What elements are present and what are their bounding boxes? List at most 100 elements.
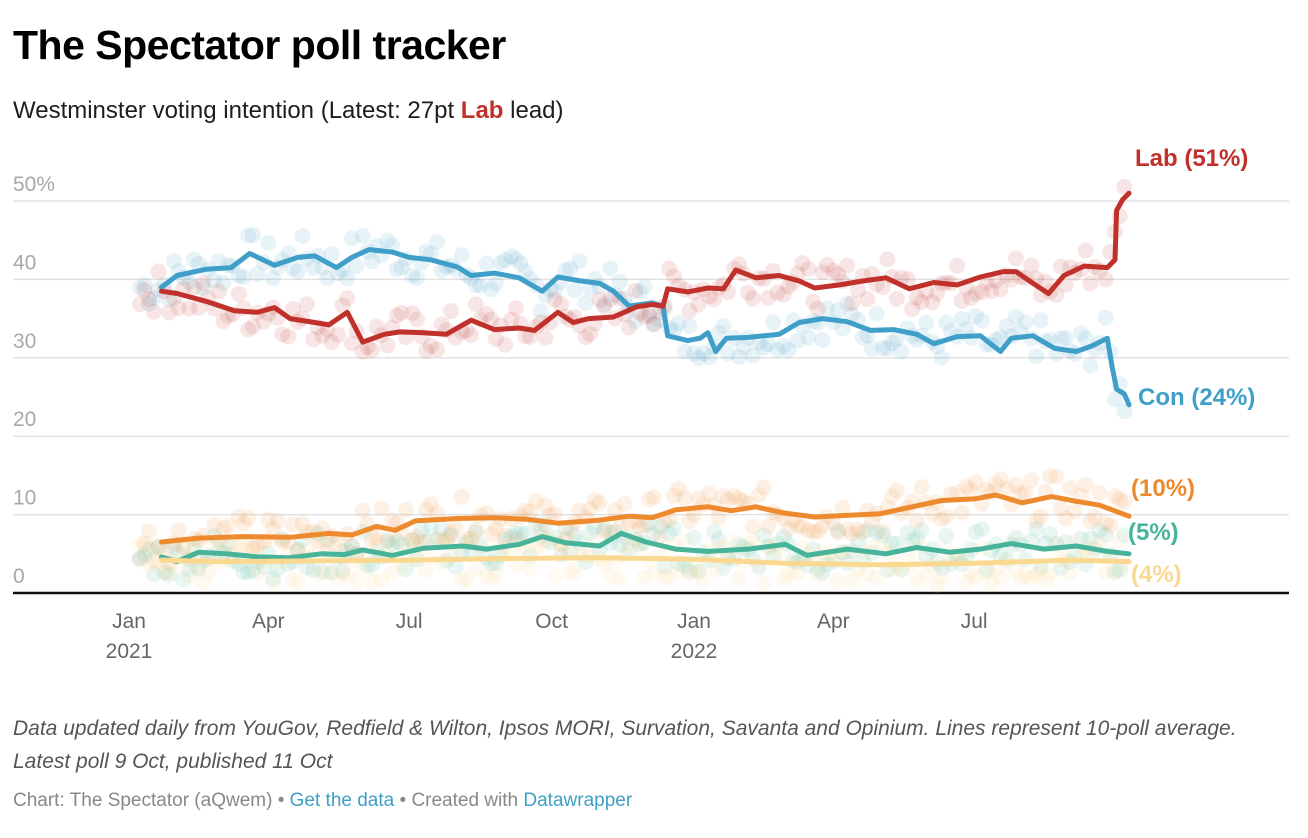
poll-dot-green — [384, 535, 401, 552]
poll-dot-lib-dem — [1042, 468, 1059, 485]
poll-dot-green — [393, 536, 410, 553]
poll-dot-lib-dem — [562, 521, 579, 538]
chart-notes: Data updated daily from YouGov, Redfield… — [13, 717, 1237, 773]
poll-dot-reform — [918, 567, 935, 584]
poll-dot-reform — [206, 537, 223, 554]
poll-dot-con — [210, 252, 227, 269]
poll-dot-lib-dem — [665, 487, 682, 504]
poll-dot-lab — [379, 337, 396, 354]
poll-dot-lib-dem — [800, 522, 817, 539]
poll-dot-lib-dem — [616, 495, 633, 512]
separator: • — [272, 790, 290, 811]
poll-dot-reform — [235, 536, 252, 553]
poll-dot-reform — [690, 564, 707, 581]
poll-dot-lab — [879, 251, 896, 268]
poll-dot-con — [1077, 330, 1094, 347]
poll-dot-lib-dem — [636, 517, 653, 534]
poll-dot-lib-dem — [364, 530, 381, 547]
poll-dot-con — [507, 250, 524, 267]
poll-dot-lib-dem — [850, 521, 867, 538]
poll-dot-lab — [1097, 271, 1114, 288]
poll-dot-green — [884, 535, 901, 552]
poll-dot-lib-dem — [1107, 488, 1124, 505]
poll-dot-reform — [987, 561, 1004, 578]
poll-dot-con — [343, 230, 360, 247]
poll-dot-green — [235, 563, 252, 580]
poll-dot-reform — [983, 575, 1000, 592]
poll-dot-con — [483, 281, 500, 298]
poll-dot-con — [596, 296, 613, 313]
poll-dot-con — [938, 314, 955, 331]
poll-dot-reform — [483, 571, 500, 588]
poll-dot-con — [973, 312, 990, 329]
poll-dot-green — [710, 531, 727, 548]
line-con — [159, 247, 1132, 408]
poll-dot-green — [586, 519, 603, 536]
poll-dot-lib-dem — [987, 476, 1004, 493]
poll-dot-lib-dem — [141, 522, 158, 539]
poll-dot-green — [1072, 530, 1089, 547]
poll-dot-lib-dem — [220, 517, 237, 534]
poll-dot-lib-dem — [285, 516, 302, 533]
poll-dot-green — [850, 532, 867, 549]
poll-dot-con — [720, 345, 737, 362]
poll-dot-lib-dem — [670, 480, 687, 497]
poll-dot-lab — [953, 292, 970, 309]
poll-dot-lib-dem — [269, 513, 286, 530]
poll-dot-lab — [190, 299, 207, 316]
poll-dot-lab — [467, 296, 484, 313]
poll-dot-con — [764, 314, 781, 331]
poll-dot-lib-dem — [967, 474, 984, 491]
poll-dot-green — [913, 522, 930, 539]
poll-dot-reform — [141, 557, 158, 574]
x-tick-label: Apr — [817, 610, 850, 633]
poll-dot-lab — [368, 318, 385, 335]
poll-dot-reform — [289, 574, 306, 591]
poll-dot-reform — [681, 566, 698, 583]
poll-dot-con — [260, 234, 277, 251]
poll-dot-green — [899, 524, 916, 541]
poll-dot-con — [829, 302, 846, 319]
poll-dot-con — [497, 251, 514, 268]
poll-dot-reform — [809, 567, 826, 584]
poll-dot-green — [775, 528, 792, 545]
poll-dot-con — [701, 349, 718, 366]
poll-dot-lib-dem — [814, 518, 831, 535]
poll-dot-lib-dem — [963, 481, 980, 498]
poll-dot-con — [953, 310, 970, 327]
poll-dot-con — [1052, 330, 1069, 347]
poll-dot-reform — [1017, 568, 1034, 585]
poll-dot-lib-dem — [368, 529, 385, 546]
poll-dot-con — [735, 339, 752, 356]
poll-dot-lib-dem — [651, 528, 668, 545]
poll-dot-lib-dem — [260, 511, 277, 528]
datawrapper-link[interactable]: Datawrapper — [523, 790, 633, 811]
poll-dot-lab — [843, 295, 860, 312]
poll-dot-green — [706, 523, 723, 540]
poll-dot-lib-dem — [379, 531, 396, 548]
poll-dot-green — [582, 525, 599, 542]
poll-dot-con — [730, 349, 747, 366]
poll-dot-lab — [343, 335, 360, 352]
poll-dot-lab — [170, 299, 187, 316]
poll-dot-con — [478, 255, 495, 272]
poll-dot-lab — [967, 285, 984, 302]
poll-dot-con — [641, 305, 658, 322]
poll-dot-con — [1107, 391, 1124, 408]
poll-dot-lib-dem — [953, 504, 970, 521]
poll-dot-con — [775, 338, 792, 355]
poll-dot-green — [1091, 522, 1108, 539]
poll-dot-con — [1032, 312, 1049, 329]
poll-dot-lib-dem — [408, 528, 425, 545]
poll-dot-lab — [874, 278, 891, 295]
poll-dot-reform — [487, 564, 504, 581]
poll-dot-lab — [285, 300, 302, 317]
poll-dot-lab — [418, 342, 435, 359]
get-the-data-link[interactable]: Get the data — [289, 790, 395, 811]
poll-dot-lib-dem — [384, 512, 401, 529]
poll-dot-reform — [978, 564, 995, 581]
poll-dot-con — [181, 274, 198, 291]
poll-dot-lib-dem — [1102, 517, 1119, 534]
poll-dot-con — [136, 276, 153, 293]
poll-dot-green — [656, 558, 673, 575]
